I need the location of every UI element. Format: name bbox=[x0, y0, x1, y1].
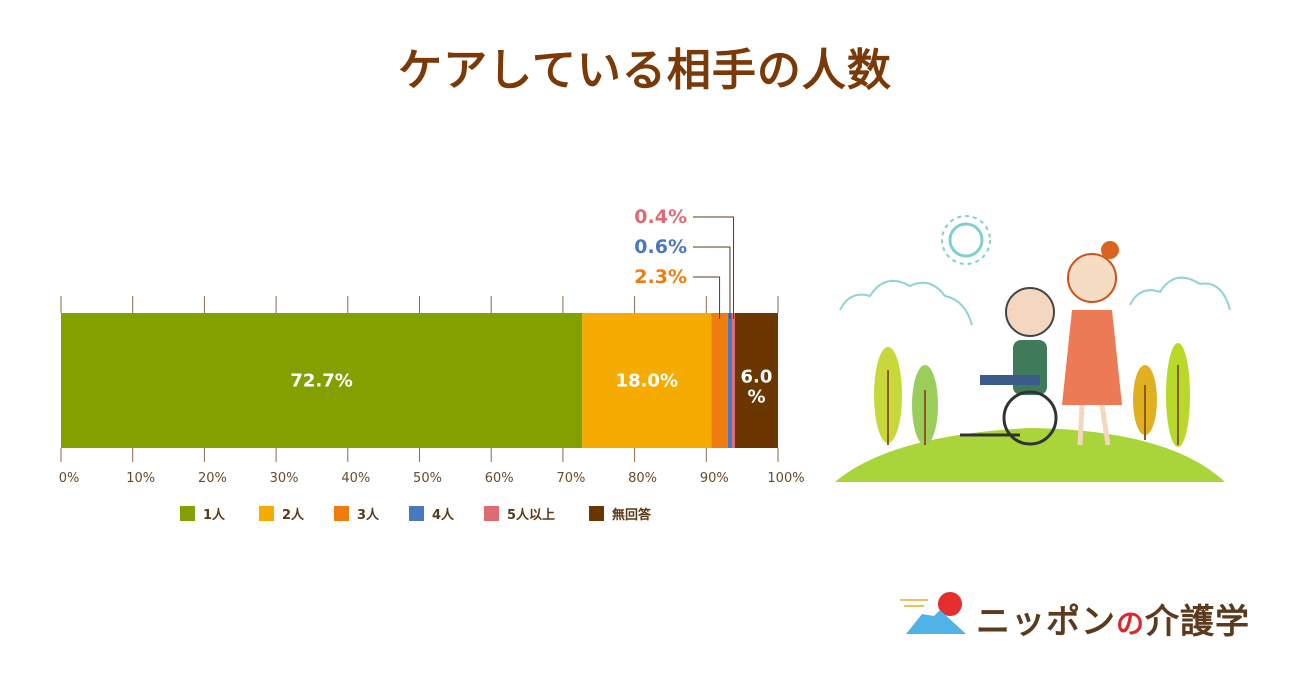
mount-fuji-logo-icon bbox=[900, 592, 966, 634]
bar-segment bbox=[732, 313, 735, 448]
tree-1 bbox=[874, 347, 902, 445]
brand-name-a: ニッポン bbox=[976, 602, 1116, 642]
bar-segment bbox=[582, 313, 712, 448]
brand-name: ニッポンの介護学 bbox=[976, 594, 1250, 643]
tree-4 bbox=[1166, 343, 1190, 447]
x-tick-label: 20% bbox=[198, 471, 227, 486]
x-tick-label: 10% bbox=[126, 471, 155, 486]
x-tick-label: 60% bbox=[485, 471, 514, 486]
x-tick-label: 50% bbox=[413, 471, 442, 486]
callout-line bbox=[693, 216, 735, 319]
bar-segment bbox=[727, 313, 733, 448]
bar-segment bbox=[734, 313, 778, 448]
x-tick-label: 80% bbox=[628, 471, 657, 486]
caregiver-woman bbox=[1062, 241, 1122, 446]
legend-swatch bbox=[589, 506, 604, 521]
legend-label: 2人 bbox=[282, 507, 305, 523]
cloud-right bbox=[1129, 276, 1231, 311]
legend-swatch bbox=[259, 506, 274, 521]
cloud-left bbox=[839, 279, 973, 326]
hill bbox=[835, 428, 1225, 482]
legend-label: 5人以上 bbox=[507, 507, 555, 523]
bar-segment bbox=[711, 313, 728, 448]
data-label: 72.7% bbox=[290, 371, 352, 392]
x-tick-label: 70% bbox=[556, 471, 585, 486]
bar-segment bbox=[61, 313, 583, 448]
data-label-unit: % bbox=[747, 387, 765, 408]
sun-icon bbox=[941, 215, 991, 265]
caregiver-illustration bbox=[835, 215, 1231, 482]
legend-swatch bbox=[180, 506, 195, 521]
tree-2 bbox=[912, 365, 938, 445]
data-label: 18.0% bbox=[616, 371, 678, 392]
brand-name-no: の bbox=[1116, 607, 1146, 640]
stacked-bar-chart: 0% 10% 20% 30% 40% 50% 60% 70% 80% 90% 100% 72.7% 18… bbox=[59, 206, 805, 523]
callout-label: 0.4% bbox=[634, 206, 687, 228]
x-tick-label: 40% bbox=[341, 471, 370, 486]
legend-swatch bbox=[409, 506, 424, 521]
callout-label: 2.3% bbox=[634, 266, 687, 288]
data-label: 6.0 bbox=[741, 367, 773, 388]
x-tick-label: 0% bbox=[59, 471, 80, 486]
legend-swatch bbox=[484, 506, 499, 521]
wheelchair-man bbox=[960, 287, 1058, 446]
x-tick-label: 30% bbox=[270, 471, 299, 486]
legend-label: 3人 bbox=[357, 507, 380, 523]
tree-3 bbox=[1133, 365, 1157, 440]
callout-line bbox=[693, 246, 731, 319]
legend-label: 1人 bbox=[203, 507, 226, 523]
x-tick-label: 100% bbox=[767, 471, 804, 486]
brand-name-b: 介護学 bbox=[1145, 602, 1251, 642]
brand-logo: ニッポンの介護学 bbox=[900, 590, 1260, 643]
callout-label: 0.6% bbox=[634, 236, 687, 258]
chart-title: ケアしている相手の人数 bbox=[398, 45, 892, 96]
legend-label: 4人 bbox=[432, 507, 455, 523]
legend-swatch bbox=[334, 506, 349, 521]
x-tick-label: 90% bbox=[700, 471, 729, 486]
legend-label: 無回答 bbox=[612, 507, 652, 523]
callout-line bbox=[693, 276, 721, 319]
